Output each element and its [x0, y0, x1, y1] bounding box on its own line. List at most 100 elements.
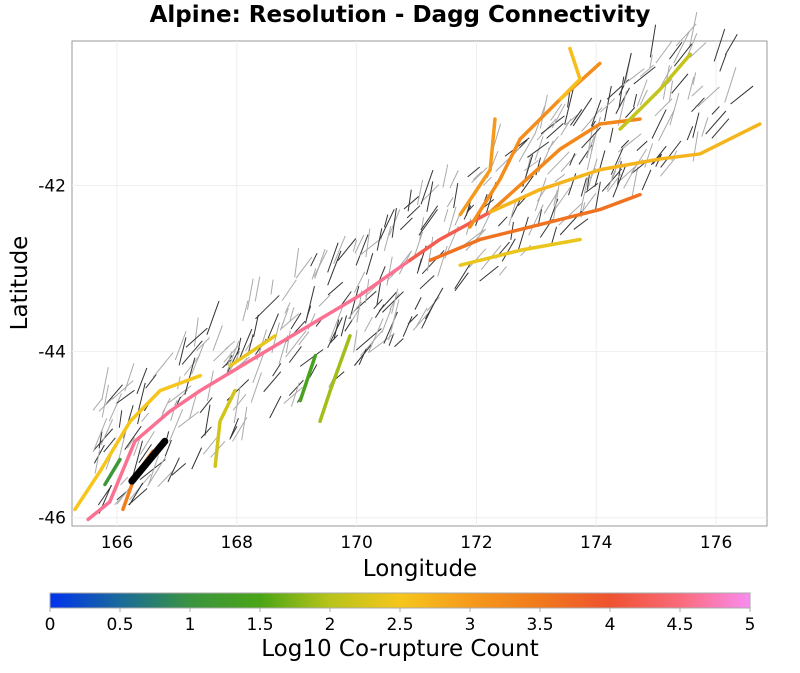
background-fault: [263, 371, 282, 393]
background-fault: [675, 23, 697, 47]
background-fault: [376, 228, 383, 251]
colorbar-tick-label: 3: [465, 615, 476, 635]
background-fault: [168, 385, 192, 404]
background-fault: [246, 278, 254, 310]
background-fault: [689, 42, 707, 59]
background-fault: [543, 190, 559, 214]
background-fault: [615, 87, 630, 114]
background-fault: [705, 110, 727, 135]
background-fault: [453, 182, 459, 209]
background-fault: [310, 252, 318, 267]
background-fault: [686, 125, 694, 141]
background-fault: [412, 313, 429, 331]
background-fault: [152, 352, 174, 378]
background-fault: [139, 430, 155, 455]
background-fault: [446, 197, 454, 208]
background-fault: [417, 258, 423, 271]
colorbar-tick-label: 0: [45, 615, 56, 635]
fault-trace: [488, 122, 762, 214]
background-fault: [391, 207, 397, 238]
background-fault: [224, 340, 236, 350]
background-fault: [132, 440, 143, 478]
background-fault: [623, 53, 632, 85]
background-fault: [191, 344, 205, 375]
background-fault: [333, 235, 346, 264]
background-fault: [518, 216, 529, 250]
background-fault: [691, 85, 704, 97]
background-fault: [285, 330, 291, 354]
background-fault: [688, 12, 698, 48]
fault-trace: [458, 117, 497, 217]
x-tick-label: 168: [221, 533, 253, 553]
background-fault: [560, 118, 572, 136]
background-fault: [284, 302, 291, 314]
background-fault: [97, 485, 112, 506]
background-fault: [141, 412, 149, 422]
background-fault: [311, 268, 317, 280]
background-fault: [206, 300, 220, 335]
background-fault: [547, 136, 559, 151]
fault-trace: [488, 117, 642, 214]
background-fault: [449, 170, 459, 189]
y-tick-label: -42: [38, 177, 66, 197]
background-fault: [327, 317, 343, 349]
background-fault: [169, 408, 184, 442]
background-fault: [93, 444, 105, 464]
fault-trace: [558, 46, 582, 101]
background-fault: [101, 367, 109, 400]
background-fault: [347, 301, 362, 320]
background-fault: [204, 404, 211, 436]
background-fault: [299, 349, 324, 367]
background-fault: [391, 288, 399, 314]
background-fault: [420, 169, 434, 205]
background-fault: [636, 140, 648, 152]
background-fault: [419, 275, 435, 290]
background-fault: [164, 439, 172, 457]
background-fault: [606, 170, 617, 191]
background-fault: [724, 34, 738, 56]
x-tick-label: 172: [460, 533, 492, 553]
background-fault: [719, 53, 727, 72]
background-fault: [212, 325, 223, 351]
background-fault: [139, 459, 166, 481]
background-fault: [378, 291, 397, 312]
background-fault: [669, 80, 674, 101]
background-fault: [403, 195, 420, 210]
background-fault: [351, 307, 361, 321]
background-fault: [358, 348, 367, 365]
background-fault: [188, 391, 198, 420]
background-fault: [289, 307, 295, 321]
background-fault: [295, 256, 313, 279]
background-fault: [426, 236, 434, 272]
background-fault: [701, 117, 709, 137]
background-fault: [283, 386, 303, 404]
background-fault: [713, 28, 726, 62]
background-fault: [294, 248, 300, 278]
background-fault: [373, 298, 383, 310]
y-tick-label: -44: [38, 343, 66, 363]
fault-trace: [458, 237, 582, 267]
background-fault: [711, 118, 730, 139]
background-fault: [586, 172, 591, 191]
background-fault: [604, 85, 612, 121]
background-fault: [551, 226, 558, 244]
background-fault: [340, 315, 348, 337]
background-fault: [724, 67, 737, 103]
background-fault: [272, 363, 282, 377]
background-fault: [426, 181, 434, 212]
background-fault: [381, 308, 392, 333]
background-fault: [454, 272, 469, 292]
background-fault: [573, 218, 589, 230]
background-fault: [730, 85, 754, 105]
background-fault: [103, 437, 116, 453]
chart-title: Alpine: Resolution - Dagg Connectivity: [149, 2, 651, 28]
background-fault: [443, 208, 449, 223]
background-fault: [105, 384, 123, 404]
fault-trace: [318, 334, 352, 424]
background-fault: [92, 418, 108, 453]
background-fault: [118, 410, 123, 428]
background-fault: [472, 171, 483, 181]
background-fault: [692, 112, 700, 138]
background-fault: [558, 202, 583, 226]
background-fault: [687, 76, 695, 100]
